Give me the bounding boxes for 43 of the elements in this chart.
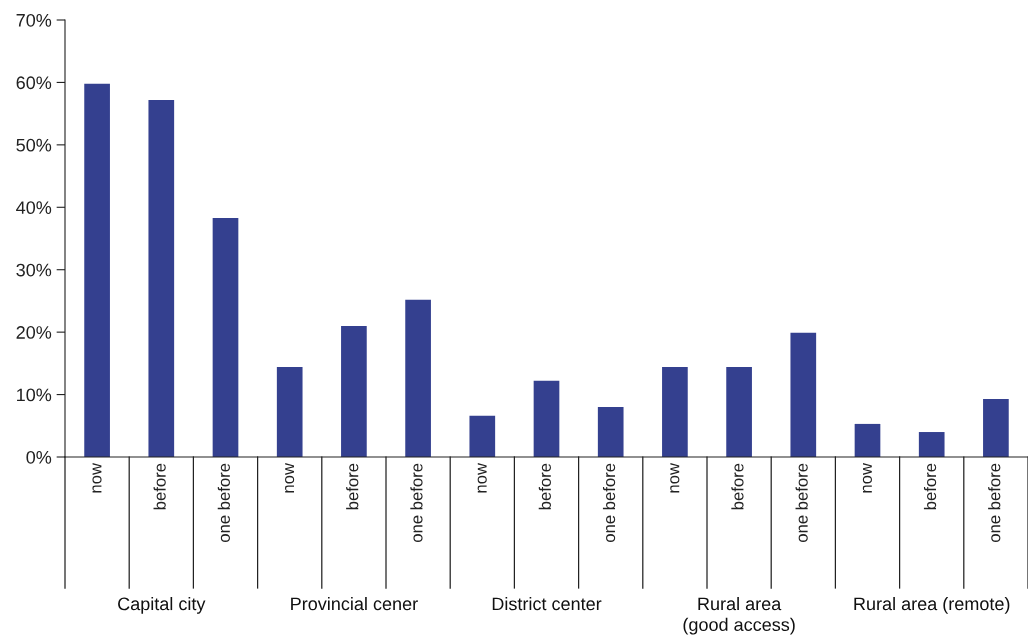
x-tick-label: before xyxy=(346,463,359,510)
text: Provincial cener xyxy=(291,597,418,611)
bar xyxy=(405,299,431,457)
bar xyxy=(148,99,175,457)
y-tick-label: 40% xyxy=(16,201,52,215)
x-tick-label: before xyxy=(731,463,744,510)
y-tick-label: 0% xyxy=(26,450,52,464)
y-tick-label: 50% xyxy=(16,138,52,152)
bar xyxy=(597,407,624,457)
y-tick-label: 70% xyxy=(16,13,52,27)
bar xyxy=(662,367,688,457)
y-tick-label: 60% xyxy=(16,76,52,90)
text: Rural area (remote) xyxy=(854,597,1010,614)
bar xyxy=(854,423,881,457)
bar xyxy=(276,367,303,457)
bar xyxy=(918,432,945,457)
x-tick-label: one before xyxy=(217,463,230,542)
bar xyxy=(212,217,239,457)
x-tick-label: one before xyxy=(795,463,808,542)
bar xyxy=(84,83,110,457)
y-tick-label: 20% xyxy=(16,326,52,339)
y-tick-label: 10% xyxy=(17,388,52,402)
bar xyxy=(726,367,752,457)
x-tick-label: now xyxy=(862,462,872,493)
x-tick-label: now xyxy=(285,462,295,493)
x-tick-label: now xyxy=(670,462,680,493)
text: Capital city xyxy=(118,597,206,614)
x-tick-label: now xyxy=(477,462,487,493)
x-tick-label: one before xyxy=(410,463,423,542)
x-tick-label: before xyxy=(538,463,551,510)
bar xyxy=(533,380,560,457)
x-tick-label: before xyxy=(153,463,166,510)
bar xyxy=(341,325,367,457)
x-tick-label: one before xyxy=(602,463,616,542)
bar xyxy=(790,332,817,457)
y-tick-label: 30% xyxy=(16,263,52,277)
x-tick-label: now xyxy=(92,462,102,493)
bar xyxy=(983,398,1009,457)
x-tick-label: one before xyxy=(988,463,1001,542)
x-tick-label: before xyxy=(923,463,937,510)
text: Rural area (good access) xyxy=(683,597,795,635)
text: District center xyxy=(492,597,602,611)
bar xyxy=(469,415,496,457)
